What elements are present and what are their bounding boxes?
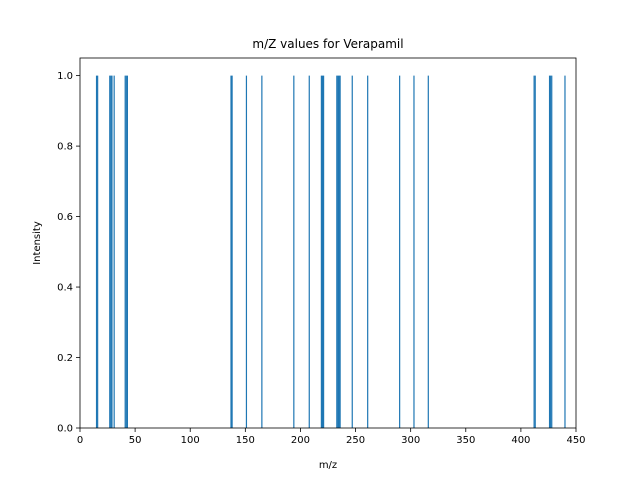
x-tick-label: 100 [181, 435, 200, 446]
x-tick-label: 400 [511, 435, 530, 446]
bar [336, 75, 338, 428]
bar [339, 75, 341, 428]
x-tick-label: 0 [77, 435, 83, 446]
x-tick-label: 200 [291, 435, 310, 446]
bar [109, 75, 111, 428]
bar [550, 75, 552, 428]
y-tick-label: 1.0 [57, 71, 73, 82]
bar [534, 75, 536, 428]
bar [97, 75, 99, 428]
x-tick-label: 250 [346, 435, 365, 446]
bar [551, 75, 553, 428]
bar [113, 75, 115, 428]
bar [230, 75, 232, 428]
x-axis-ticks: 0 50 100 150 200 250 300 350 400 450 [77, 428, 586, 446]
y-tick-label: 0.8 [57, 142, 73, 153]
bar [533, 75, 535, 428]
bar [308, 75, 310, 428]
x-tick-label: 50 [129, 435, 142, 446]
bar [338, 75, 340, 428]
y-tick-label: 0.0 [57, 424, 73, 435]
x-tick-label: 300 [401, 435, 420, 446]
x-tick-label: 150 [236, 435, 255, 446]
chart-title: m/Z values for Verapamil [252, 37, 403, 51]
bar [95, 75, 98, 428]
x-tick-label: 350 [456, 435, 475, 446]
plot-frame [79, 57, 577, 429]
bar [125, 75, 127, 428]
bar [124, 75, 126, 428]
bar [413, 75, 415, 428]
y-tick-label: 0.6 [57, 212, 73, 223]
y-axis-label: Intensity [32, 221, 43, 265]
bar [351, 75, 353, 428]
x-axis-label: m/z [319, 460, 337, 471]
bar [261, 75, 263, 428]
bar [337, 75, 339, 428]
bar [399, 75, 401, 428]
bar [110, 75, 112, 428]
bar [427, 75, 429, 428]
bar [231, 75, 233, 428]
bar [548, 75, 551, 428]
y-tick-label: 0.2 [57, 353, 73, 364]
x-tick-label: 450 [566, 435, 585, 446]
bar [564, 75, 566, 428]
bar [322, 75, 325, 428]
bar [126, 75, 128, 428]
bar [320, 75, 322, 428]
bar [245, 75, 248, 428]
bar [321, 75, 324, 428]
bars-group [95, 75, 566, 428]
y-axis-ticks: 0.0 0.2 0.4 0.6 0.8 1.0 [57, 71, 80, 435]
y-tick-label: 0.4 [57, 283, 73, 294]
bar [367, 75, 369, 428]
bar [111, 75, 113, 428]
bar [293, 75, 295, 428]
